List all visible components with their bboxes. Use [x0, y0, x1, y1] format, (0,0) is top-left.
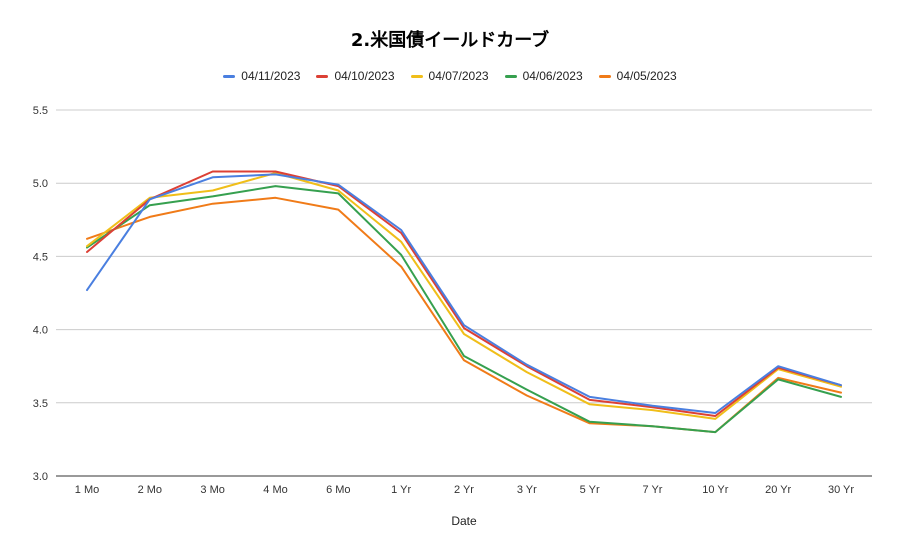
legend-item[interactable]: 04/05/2023: [598, 69, 677, 83]
x-tick-label: 1 Mo: [75, 484, 99, 496]
legend-swatch: [410, 74, 423, 78]
y-tick-label: 4.0: [33, 325, 48, 337]
x-tick-label: 3 Mo: [200, 484, 224, 496]
series-line-04/10/2023: [86, 170, 842, 417]
series-line-04/11/2023: [86, 173, 842, 414]
series-lines: [86, 170, 842, 434]
y-tick-label: 4.5: [33, 251, 48, 263]
y-tick-label: 3.5: [33, 398, 48, 410]
legend-label: 04/10/2023: [334, 69, 395, 83]
x-tick-label: 7 Yr: [643, 484, 663, 496]
legend-swatch: [598, 74, 611, 78]
legend-swatch: [223, 74, 236, 78]
series-line-04/05/2023: [86, 196, 842, 434]
legend-swatch: [316, 74, 329, 78]
x-tick-label: 2 Yr: [454, 484, 474, 496]
x-tick-label: 30 Yr: [828, 484, 854, 496]
legend-swatch: [504, 74, 517, 78]
x-tick-label: 5 Yr: [580, 484, 600, 496]
legend-label: 04/11/2023: [241, 69, 301, 83]
legend-item[interactable]: 04/06/2023: [504, 69, 583, 83]
y-tick-label: 3.0: [33, 471, 48, 483]
legend-item[interactable]: 04/07/2023: [410, 69, 489, 83]
legend-label: 04/06/2023: [522, 69, 583, 83]
x-tick-label: 4 Mo: [263, 484, 287, 496]
legend-label: 04/05/2023: [616, 69, 677, 83]
y-tick-label: 5.5: [33, 105, 48, 117]
legend-item[interactable]: 04/10/2023: [316, 69, 395, 83]
series-line-04/07/2023: [86, 172, 842, 420]
x-tick-label: 20 Yr: [765, 484, 791, 496]
y-axis: 3.0 3.5 4.0 4.5 5.0 5.5: [33, 105, 48, 483]
chart-title: 2.米国債イールドカーブ: [350, 30, 550, 51]
x-tick-label: 1 Yr: [391, 484, 411, 496]
x-tick-label: 2 Mo: [138, 484, 162, 496]
x-tick-label: 3 Yr: [517, 484, 537, 496]
chart-legend: 04/11/2023 04/10/2023 04/07/2023 04/06/2023…: [0, 69, 900, 83]
x-tick-label: 10 Yr: [702, 484, 728, 496]
x-axis: 1 Mo 2 Mo 3 Mo 4 Mo 6 Mo 1 Yr 2 Yr 3 Yr 5 Yr 7 Yr…: [75, 484, 855, 496]
legend-item[interactable]: 04/11/2023: [223, 69, 300, 83]
gridlines: [56, 109, 872, 477]
series-line-04/06/2023: [86, 185, 842, 434]
legend-label: 04/07/2023: [428, 69, 489, 83]
x-axis-label: Date: [451, 514, 477, 528]
x-tick-label: 6 Mo: [326, 484, 350, 496]
y-tick-label: 5.0: [33, 178, 48, 190]
